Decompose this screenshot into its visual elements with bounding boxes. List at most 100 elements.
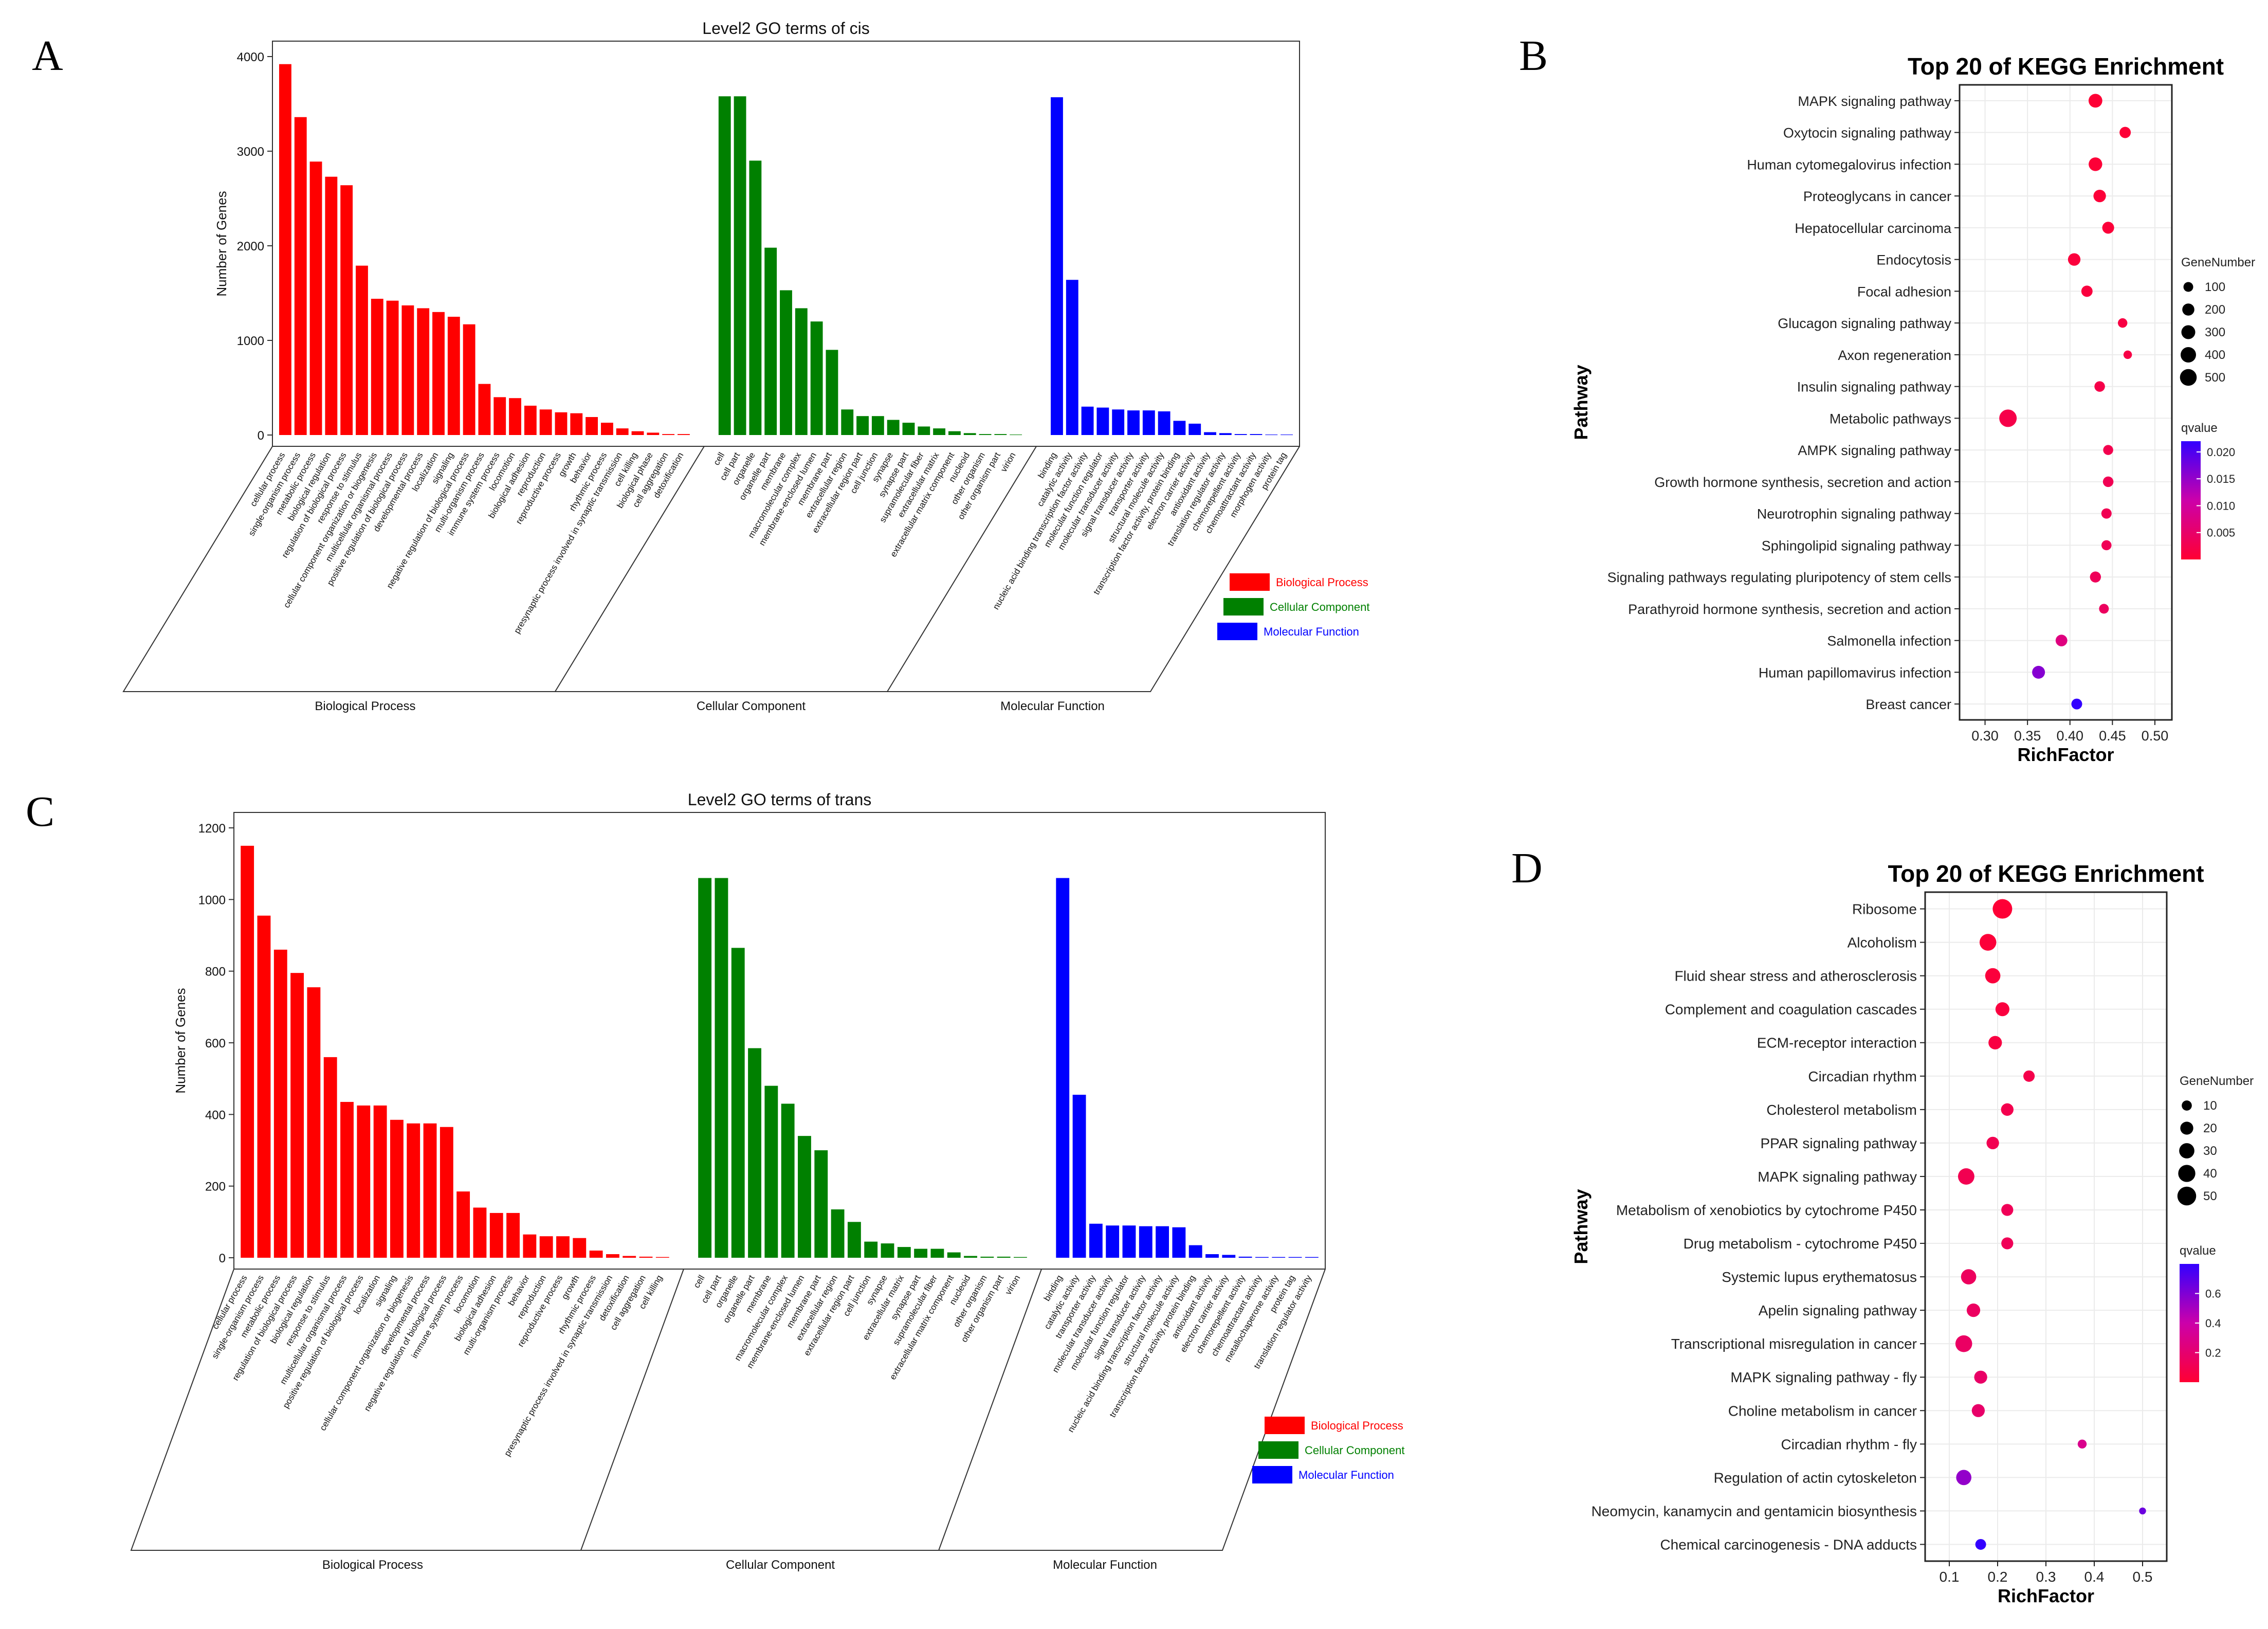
bar-molecular-function-transcription-factor-activity-protein-binding [1173,421,1186,435]
bar-cellular-component-organelle [749,160,762,435]
size-legend-title: GeneNumber [2181,256,2255,269]
bar-cellular-component-organelle-part [764,247,777,435]
point-insulin-signaling-pathway [2094,381,2105,392]
size-legend-title: GeneNumber [2180,1074,2254,1088]
color-legend-label: 0.010 [2207,499,2235,512]
bar-molecular-function-chemorepellent-activity [1238,1256,1252,1258]
pathway-label-regulation-of-actin-cytoskeleton: Regulation of actin cytoskeleton [1714,1470,1917,1486]
bar-cellular-component-synapse-part [914,1248,928,1258]
group-label: Biological Process [315,699,415,713]
bar-biological-process-behavior [523,1234,537,1258]
y-axis-label: Pathway [1570,365,1592,440]
point-glucagon-signaling-pathway [2117,318,2128,328]
bar-cellular-component-organelle-part [748,1048,761,1258]
bar-molecular-function-electron-carrier-activity [1188,423,1201,435]
legend-label-molecular-function: Molecular Function [1298,1469,1394,1481]
size-legend-dot [2181,325,2196,339]
bar-cellular-component-nucleoid [963,433,976,435]
bar-biological-process-positive-regulation-of-biological-process [401,305,414,435]
category-label: virion [999,451,1018,474]
point-ppar-signaling-pathway [1986,1136,1999,1150]
bar-biological-process-detoxification [623,1256,636,1258]
bar-biological-process-biological-regulation [325,176,338,435]
category-label: virion [1003,1274,1022,1297]
pathway-label-systemic-lupus-erythematosus: Systemic lupus erythematosus [1722,1269,1917,1285]
y-tick-label: 1000 [198,893,226,907]
x-axis-label: RichFactor [1998,1585,2094,1606]
bar-cellular-component-macromolecular-complex [781,1103,795,1258]
bar-biological-process-rhythmic-process [600,423,613,435]
size-legend-dot [2182,1100,2192,1111]
bar-molecular-function-chemoattractant-activity [1255,1257,1269,1258]
bar-biological-process-regulation-of-biological-process [340,185,353,435]
point-fluid-shear-stress-and-atherosclerosis [1985,968,2001,984]
point-ecm-receptor-interaction [1988,1036,2002,1049]
point-endocytosis [2068,253,2081,266]
group-divider [555,446,705,692]
point-sphingolipid-signaling-pathway [2101,540,2112,551]
pathway-label-breast-cancer: Breast cancer [1865,697,1951,712]
group-label: Molecular Function [1053,1558,1157,1572]
size-legend-dot [2180,1121,2193,1135]
chart-title: Top 20 of KEGG Enrichment [1888,860,2204,887]
y-tick-label: 3000 [237,145,264,159]
pathway-label-transcriptional-misregulation-in-cancer: Transcriptional misregulation in cancer [1671,1336,1917,1352]
bar-cellular-component-cell [698,878,712,1258]
pathway-label-complement-and-coagulation-cascades: Complement and coagulation cascades [1665,1002,1917,1018]
size-legend-dot [2183,282,2193,292]
group-label: Cellular Component [697,699,806,713]
bar-biological-process-localization [432,312,445,435]
y-tick-label: 4000 [237,50,264,64]
pathway-label-mapk-signaling-pathway: MAPK signaling pathway [1758,1169,1917,1185]
bar-biological-process-presynaptic-process-involved-in-synaptic-transmission [616,428,629,435]
y-tick-label: 600 [205,1037,226,1051]
pathway-label-ecm-receptor-interaction: ECM-receptor interaction [1757,1035,1917,1051]
bar-molecular-function-molecular-function-regulator [1122,1225,1136,1258]
point-neurotrophin-signaling-pathway [2101,508,2112,519]
legend-swatch-molecular-function [1252,1466,1292,1483]
bar-biological-process-single-organism-process [294,117,307,435]
bar-cellular-component-cell-part [734,96,746,435]
point-growth-hormone-synthesis-secretion-and-action [2102,476,2114,487]
legend-label-biological-process: Biological Process [1276,576,1368,589]
color-legend-label: 0.020 [2207,446,2235,459]
bar-biological-process-behavior [586,417,598,435]
bar-biological-process-cellular-process [279,64,291,436]
pathway-label-circadian-rhythm-fly: Circadian rhythm - fly [1781,1436,1917,1452]
point-ribosome [1992,899,2013,919]
point-chemical-carcinogenesis-dna-adducts [1975,1539,1986,1550]
bar-molecular-function-structural-molecule-activity [1172,1227,1186,1258]
size-legend-label: 500 [2205,371,2225,385]
pathway-label-neurotrophin-signaling-pathway: Neurotrophin signaling pathway [1757,506,1952,522]
bar-cellular-component-extracellular-matrix [933,428,946,435]
point-signaling-pathways-regulating-pluripotency-of-stem-cells [2090,571,2101,583]
bar-biological-process-locomotion [473,1207,487,1258]
size-legend-label: 50 [2203,1189,2217,1203]
chart-title: Level2 GO terms of cis [702,19,869,38]
x-tick-label: 0.5 [2133,1569,2153,1585]
color-legend-label: 0.2 [2205,1347,2221,1360]
pathway-label-neomycin-kanamycin-and-gentamicin-biosynthesis: Neomycin, kanamycin and gentamicin biosy… [1592,1503,1917,1519]
pathway-label-fluid-shear-stress-and-atherosclerosis: Fluid shear stress and atherosclerosis [1674,968,1917,984]
pathway-label-chemical-carcinogenesis-dna-adducts: Chemical carcinogenesis - DNA adducts [1660,1536,1917,1552]
point-ampk-signaling-pathway [2103,445,2113,455]
bar-biological-process-cell-aggregation [662,434,675,435]
bar-biological-process-developmental-process [423,1123,437,1258]
bar-molecular-function-structural-molecule-activity [1158,411,1170,435]
panel-label-a: A [32,32,63,80]
size-legend-dot [2177,1186,2197,1206]
bar-biological-process-immune-system-process [493,397,506,435]
x-tick-label: 0.1 [1940,1569,1960,1585]
pathway-label-alcoholism: Alcoholism [1848,935,1917,951]
bar-molecular-function-catalytic-activity [1072,1095,1086,1258]
bar-cellular-component-membrane-part [814,1150,828,1258]
bar-biological-process-cell-aggregation [639,1256,653,1258]
bar-biological-process-multicellular-organismal-process [386,300,399,435]
point-circadian-rhythm-fly [2077,1439,2087,1449]
bar-molecular-function-chemoattractant-activity [1250,434,1263,435]
color-legend-label: 0.005 [2207,527,2235,539]
chart-title: Top 20 of KEGG Enrichment [1908,53,2224,80]
bar-molecular-function-antioxidant-activity [1204,432,1216,435]
bar-biological-process-multi-organism-process [478,384,491,435]
